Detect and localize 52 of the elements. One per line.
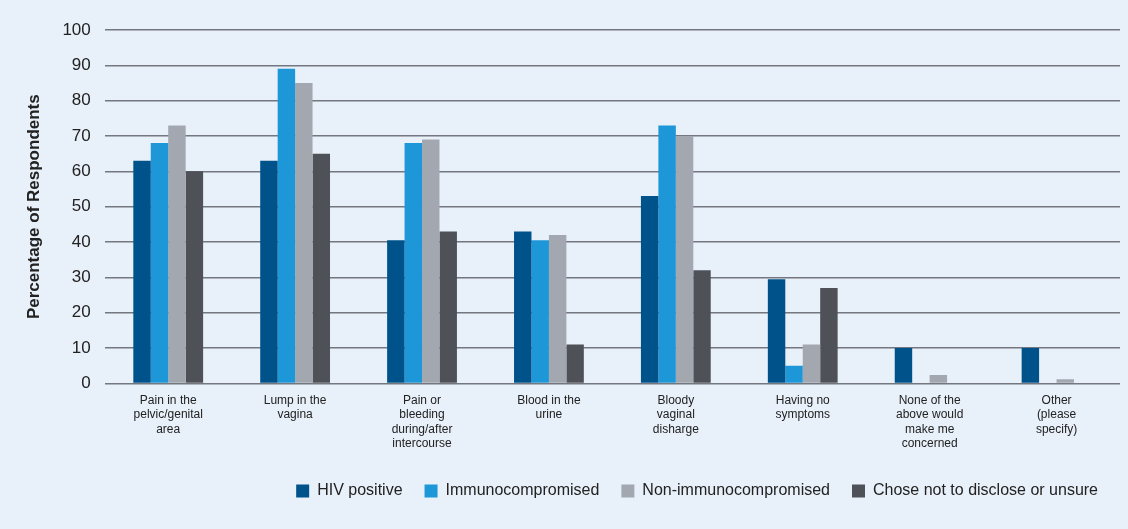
x-tick-label: Other (please specify) [1035, 392, 1078, 436]
bar [260, 160, 278, 383]
bar [277, 68, 296, 383]
bar [894, 348, 913, 383]
bar [387, 240, 405, 383]
bar [1021, 348, 1040, 383]
bar [422, 139, 440, 383]
y-tick-label: 50 [71, 196, 91, 216]
legend-label: HIV positive [317, 481, 403, 499]
bar [929, 374, 948, 383]
x-tick-label: Lump in the vagina [263, 392, 327, 422]
bar [295, 83, 313, 383]
y-tick-label: 10 [71, 337, 91, 357]
x-tick-label: Bloody vaginal disharge [652, 392, 700, 436]
x-tick-label: Pain or bleeding during/after intercourse [391, 392, 453, 451]
bar [514, 231, 532, 383]
bar [658, 125, 676, 383]
bar [675, 136, 694, 383]
y-tick-label: 60 [71, 161, 91, 181]
bar [548, 234, 567, 383]
x-tick-label: Having no symptoms [775, 392, 831, 422]
bar [785, 365, 803, 383]
bar [566, 344, 584, 383]
x-tick-label: None of the above would make me concerned [895, 392, 964, 451]
y-tick-label: 30 [71, 267, 91, 287]
y-axis-title: Percentage of Respondents [23, 94, 43, 320]
bar [404, 143, 423, 383]
legend-label: Chose not to disclose or unsure [872, 481, 1099, 499]
legend-label: Immunocompromised [445, 481, 600, 499]
bar [640, 196, 659, 383]
y-tick-label: 70 [71, 125, 91, 145]
y-tick-label: 90 [71, 55, 91, 75]
y-tick-label: 100 [62, 19, 91, 39]
bar [312, 153, 331, 383]
bar [531, 240, 549, 383]
bar [133, 160, 151, 383]
y-tick-label: 0 [81, 373, 91, 393]
bar [185, 171, 204, 383]
bar [802, 344, 821, 383]
y-tick-label: 80 [71, 90, 91, 110]
x-tick-label: Blood in the urine [517, 392, 581, 422]
legend-label: Non-immunocompromised [642, 481, 830, 499]
bar [1056, 379, 1074, 383]
bar [820, 287, 838, 383]
bar [168, 125, 186, 383]
bar [767, 279, 786, 383]
y-tick-label: 40 [71, 231, 91, 251]
x-tick-label: Pain in the pelvic/genital area [133, 392, 203, 436]
bar [693, 270, 711, 383]
y-tick-label: 20 [71, 302, 91, 322]
bar [150, 143, 169, 383]
bar [439, 231, 457, 383]
